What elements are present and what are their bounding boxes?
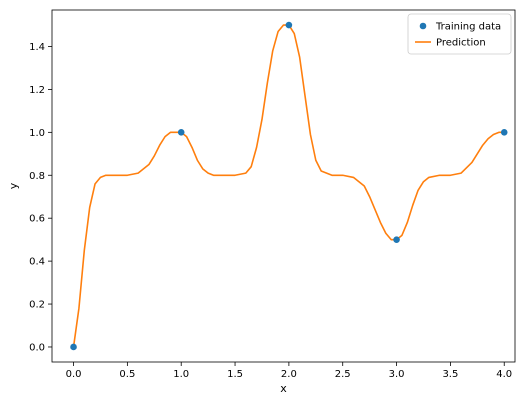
x-tick-label-0: 0.0: [66, 369, 82, 380]
legend-marker-training: [419, 22, 427, 30]
x-tick-label-1: 0.5: [119, 369, 135, 380]
axes: 0.0 0.5 1.0 1.5 2.0 2.5 3.0 3.5 4.0 0.0 0.2 0.4 0.6 0…: [7, 9, 516, 395]
y-tick-label-5: 1.0: [29, 128, 45, 139]
y-tick-label-0: 0.0: [29, 342, 45, 353]
x-tick-label-4: 2.0: [281, 369, 297, 380]
x-tick-label-5: 2.5: [335, 369, 351, 380]
x-axis-label: x: [280, 382, 287, 395]
legend-box: [407, 13, 512, 55]
training-point-1: [177, 129, 185, 136]
y-tick-label-6: 1.2: [29, 85, 45, 96]
training-point-0: [70, 343, 77, 351]
plot-area: [70, 21, 508, 351]
y-tick-label-4: 0.8: [29, 171, 45, 182]
training-point-4: [500, 129, 508, 136]
x-tick-label-2: 1.0: [173, 369, 189, 380]
x-tick-label-3: 1.5: [227, 369, 243, 380]
x-tick-label-8: 4.0: [496, 369, 512, 380]
legend-label-prediction: Prediction: [436, 38, 486, 49]
prediction-line: [72, 24, 505, 348]
y-axis-label: y: [7, 182, 20, 189]
y-tick-label-2: 0.4: [29, 257, 45, 268]
training-point-3: [393, 236, 400, 243]
x-tick-label-7: 3.5: [442, 369, 458, 380]
legend-label-training: Training data: [435, 22, 501, 33]
y-tick-label-3: 0.6: [29, 214, 45, 225]
legend: Training data Prediction: [407, 13, 512, 55]
y-tick-label-1: 0.2: [29, 300, 45, 311]
axes-frame: [51, 9, 516, 363]
x-tick-label-6: 3.0: [389, 369, 405, 380]
y-tick-label-7: 1.4: [29, 42, 45, 53]
training-point-2: [285, 21, 293, 29]
